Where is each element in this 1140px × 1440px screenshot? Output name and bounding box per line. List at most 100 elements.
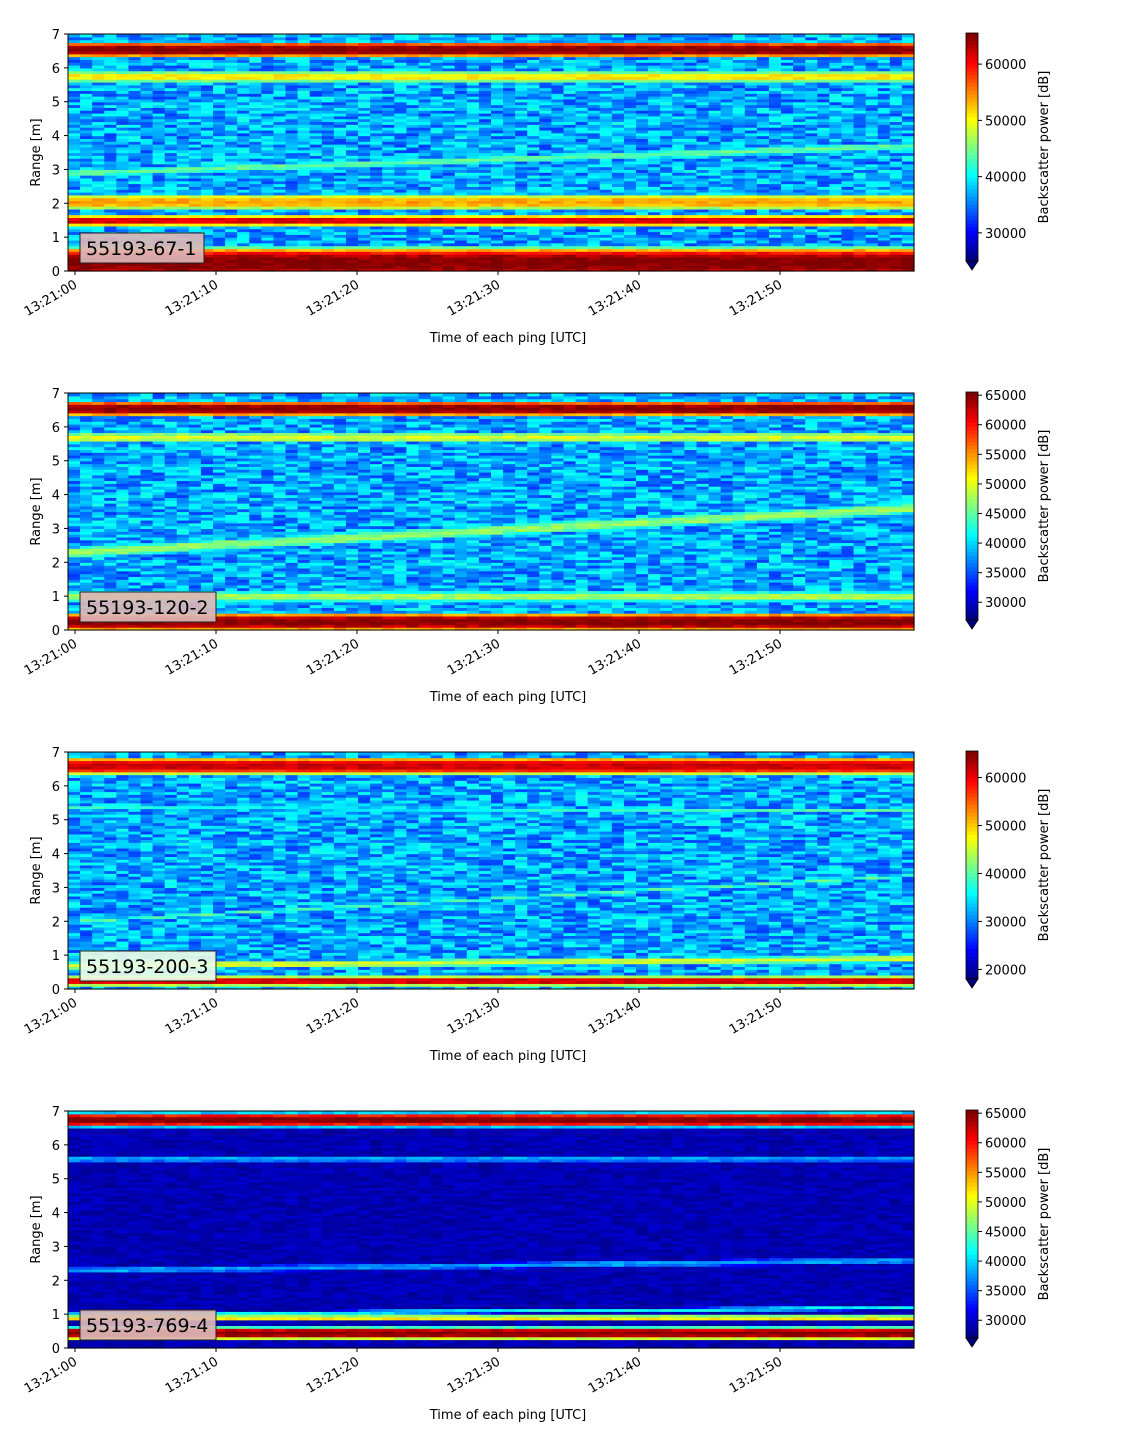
heatmap-cell [358,245,371,250]
heatmap-cell [539,50,553,55]
heatmap-cell [430,183,444,187]
heatmap-cell [442,124,456,128]
heatmap-cell [418,48,432,52]
heatmap-cell [491,107,504,111]
heatmap-cell [140,118,154,123]
heatmap-cell [309,73,323,77]
heatmap-cell [333,158,347,162]
heatmap-cell [491,251,504,255]
heatmap-cell [213,262,226,266]
heatmap-cell [491,50,504,55]
heatmap-cell [370,217,383,221]
heatmap-cell [152,158,166,162]
heatmap-cell [213,90,226,94]
heatmap-cell [164,90,178,94]
heatmap-cell [237,81,250,86]
heatmap-cell [164,138,178,142]
heatmap-cell [80,158,93,162]
heatmap-cell [116,225,130,230]
heatmap-cell [104,76,117,80]
heatmap-cell [200,177,214,182]
heatmap-cell [551,245,565,250]
heatmap-cell [551,217,565,221]
heatmap-cell [213,169,226,173]
heatmap-cell [623,34,637,38]
heatmap-cell [140,189,154,193]
heatmap-cell [200,76,214,80]
heatmap-cell [503,101,516,106]
heatmap-cell [188,220,202,224]
heatmap-cell [370,135,383,139]
heatmap-cell [370,104,383,108]
heatmap-cell [200,234,214,238]
heatmap-cell [249,45,262,49]
heatmap-cell [382,245,395,250]
heatmap-cell [225,237,238,241]
heatmap-cell [92,180,105,185]
heatmap-cell [309,206,323,210]
heatmap-cell [503,242,516,247]
heatmap-cell [478,132,492,137]
heatmap-cell [80,194,93,199]
heatmap-cell [394,132,407,137]
heatmap-cell [237,225,250,230]
heatmap-cell [140,124,154,128]
heatmap-cell [527,113,540,117]
heatmap-cell [152,76,166,80]
heatmap-cell [394,242,407,247]
heatmap-cell [515,65,528,69]
heatmap-cell [225,180,238,185]
heatmap-cell [491,155,504,159]
heatmap-cell [237,163,250,168]
heatmap-cell [563,206,577,210]
heatmap-cell [370,254,383,258]
heatmap-cell [104,220,117,224]
heatmap-cell [551,166,565,171]
heatmap-cell [430,50,444,55]
heatmap-cell [575,101,589,106]
heatmap-cell [345,34,359,38]
heatmap-cell [213,101,226,106]
heatmap-cell [261,158,275,162]
heatmap-cell [237,36,250,41]
heatmap-cell [406,228,420,233]
heatmap-cell [358,177,371,182]
heatmap-cell [213,146,226,151]
heatmap-cell [261,81,275,86]
heatmap-cell [454,149,468,154]
heatmap-cell [80,175,93,179]
heatmap-cell [466,237,480,241]
heatmap-cell [140,121,154,125]
heatmap-cell [418,268,432,272]
heatmap-cell [430,59,444,63]
heatmap-cell [261,96,275,100]
heatmap-cell [237,138,250,142]
heatmap-cell [503,211,516,216]
heatmap-cell [430,220,444,224]
heatmap-cell [430,239,444,244]
heatmap-cell [333,34,347,38]
heatmap-cell [345,81,359,86]
heatmap-cell [539,155,553,159]
heatmap-cell [225,189,238,193]
heatmap-cell [575,135,589,139]
heatmap-cell [237,67,250,72]
heatmap-cell [454,262,468,266]
heatmap-cell [309,144,323,148]
heatmap-cell [406,62,420,66]
heatmap-cell [358,124,371,128]
heatmap-cell [140,194,154,199]
heatmap-cell [454,183,468,187]
heatmap-cell [418,172,432,176]
heatmap-cell [345,175,359,179]
heatmap-cell [466,245,480,250]
heatmap-cell [213,186,226,190]
heatmap-cell [140,87,154,92]
heatmap-cell [140,34,154,38]
heatmap-cell [406,118,420,123]
heatmap-cell [152,118,166,123]
heatmap-cell [575,206,589,210]
heatmap-cell [333,59,347,63]
heatmap-cell [152,177,166,182]
heatmap-cell [273,186,287,190]
